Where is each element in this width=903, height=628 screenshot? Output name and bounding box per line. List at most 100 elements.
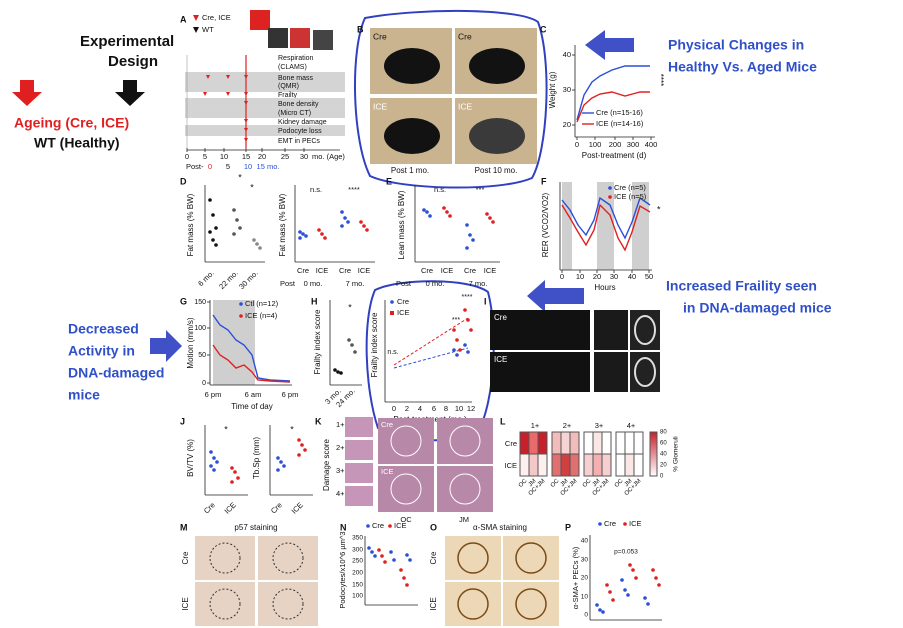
label: Cre — [505, 439, 517, 448]
dot — [634, 576, 638, 580]
label: ICE — [290, 500, 305, 515]
dot — [623, 588, 627, 592]
label: Frailty index score — [313, 309, 322, 374]
label: Post — [396, 279, 412, 288]
dot — [232, 232, 236, 236]
annotation: DNA-damaged — [68, 365, 164, 381]
label: Cre — [339, 266, 351, 275]
label: Post- — [186, 162, 204, 171]
dot — [380, 554, 384, 558]
label: n.s. — [387, 349, 398, 356]
glomerulus — [449, 473, 481, 505]
dot — [362, 224, 366, 228]
tick-label: 4 — [418, 404, 422, 413]
label: ICE — [429, 597, 438, 610]
dot — [399, 568, 403, 572]
label: * — [224, 424, 228, 434]
label: Respiration — [278, 55, 314, 62]
bone — [634, 315, 656, 345]
histology — [258, 536, 318, 580]
dot — [282, 464, 286, 468]
dot — [626, 593, 630, 597]
dot — [232, 208, 236, 212]
dot — [402, 576, 406, 580]
dot — [405, 553, 409, 557]
label: Cre — [429, 551, 438, 564]
legend-marker — [193, 27, 199, 33]
label: ICE (n=5) — [614, 192, 647, 201]
dot — [235, 218, 239, 222]
tick-label: 200 — [609, 140, 622, 149]
mouse — [469, 118, 525, 154]
heat-cell — [560, 453, 571, 477]
label: 0 mo. — [426, 279, 445, 288]
blue-arrow — [585, 30, 634, 60]
dark-phase — [632, 182, 649, 270]
dot — [428, 214, 432, 218]
label: α-SMA staining — [473, 523, 527, 532]
label: n.s. — [434, 185, 446, 194]
heat-cell — [519, 453, 530, 477]
timepoint — [226, 75, 230, 79]
dot — [297, 453, 301, 457]
dot — [442, 206, 446, 210]
tick-label: 40 — [581, 538, 589, 545]
tick-label: 350 — [352, 535, 363, 542]
heat-cell — [519, 431, 530, 455]
xray — [594, 352, 628, 392]
heat-cell — [624, 453, 635, 477]
label: Cre — [494, 313, 507, 322]
label: JM — [560, 478, 570, 488]
tick-label: 15 mo. — [257, 162, 280, 171]
panel-letter: L — [500, 416, 506, 426]
heat-cell — [551, 453, 562, 477]
heat-cell — [560, 431, 571, 455]
label: 2+ — [563, 421, 572, 430]
label: mo. (Age) — [312, 152, 345, 161]
dot — [388, 524, 392, 528]
label: WT — [202, 25, 214, 34]
dot — [422, 208, 426, 212]
label: Cre — [269, 500, 284, 515]
label: OC — [518, 478, 529, 489]
label: Cre — [381, 420, 393, 429]
dot — [392, 558, 396, 562]
trace — [561, 203, 651, 252]
annotation: Design — [108, 53, 158, 70]
dot — [445, 210, 449, 214]
row-band — [185, 72, 345, 92]
tick-label: 0 — [660, 474, 664, 480]
dot — [488, 216, 492, 220]
label: α-SMA+ PECs (%) — [571, 546, 580, 609]
tick-label: 10 — [220, 152, 228, 161]
tick-label: 80 — [660, 430, 667, 436]
histology — [345, 417, 373, 437]
label: * — [657, 204, 661, 214]
trace — [576, 91, 650, 123]
dark-phase — [562, 182, 572, 270]
label: 22 mo. — [217, 268, 240, 291]
dot — [643, 596, 647, 600]
tick-label: 300 — [352, 547, 363, 554]
label: Cre (n=15-16) — [596, 108, 643, 117]
dot — [628, 563, 632, 567]
dot — [365, 228, 369, 232]
tick-label: 0 — [584, 612, 588, 619]
glomerulus — [457, 588, 489, 620]
label: * — [290, 424, 294, 434]
dot — [491, 220, 495, 224]
histology — [345, 463, 373, 483]
label: 1+ — [531, 421, 540, 430]
dot — [595, 603, 599, 607]
dot — [255, 242, 259, 246]
tick-label: 20 — [593, 272, 601, 281]
annotation: Decreased — [68, 321, 139, 337]
xray — [594, 310, 628, 350]
label: JM — [592, 478, 602, 488]
tick-label: 0 — [392, 404, 396, 413]
highlight-outline — [353, 9, 548, 189]
tick-label: 2 — [405, 404, 409, 413]
dot — [465, 246, 469, 250]
label: Tb.Sp (mm) — [252, 437, 261, 480]
label: Ctl (n=12) — [245, 299, 279, 308]
